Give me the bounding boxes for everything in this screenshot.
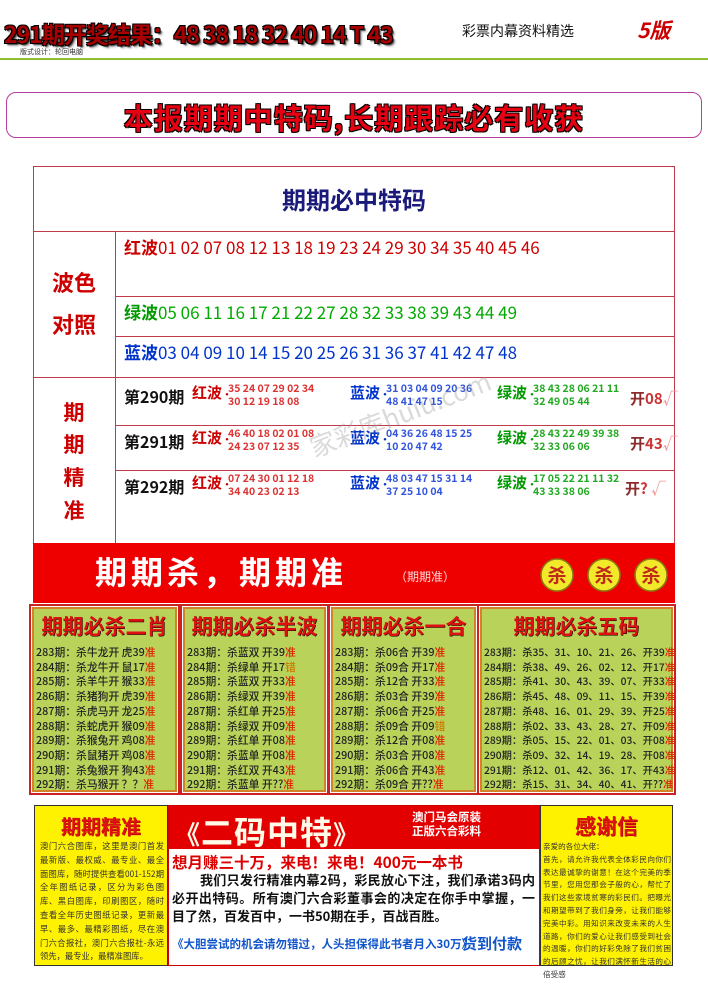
svg-text:杀: 杀 (594, 561, 613, 588)
svg-text:杀: 杀 (641, 561, 660, 588)
svg-text:杀: 杀 (547, 561, 566, 588)
